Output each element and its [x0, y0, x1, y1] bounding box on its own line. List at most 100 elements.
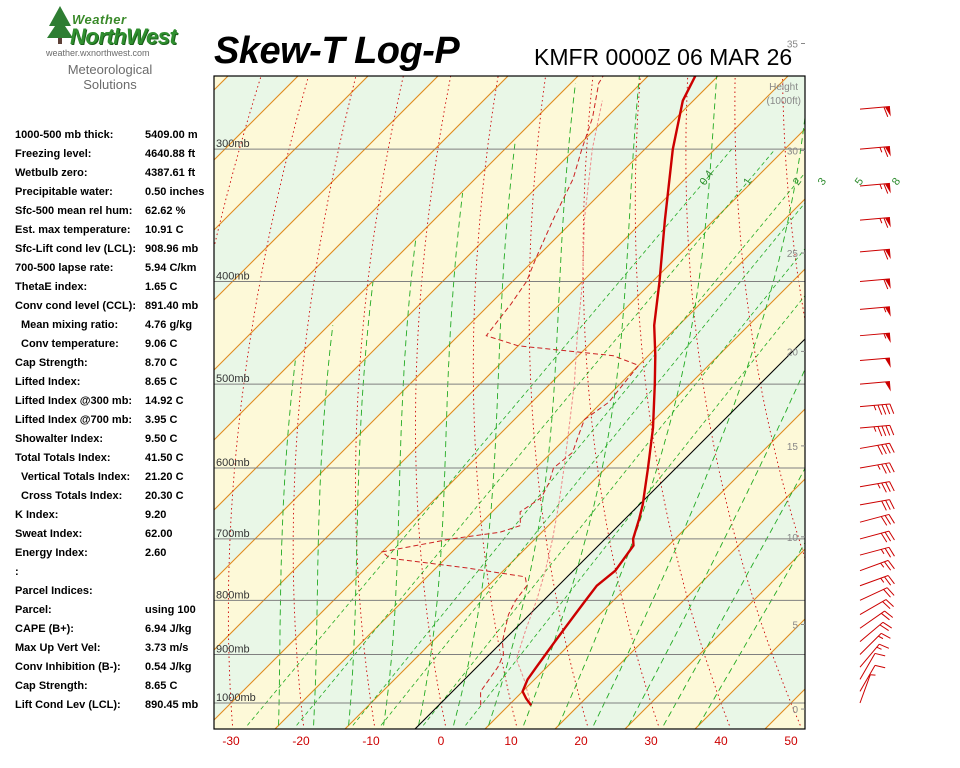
dewpoint-trace: [380, 76, 640, 706]
index-label: Vertical Totals Index:: [21, 471, 131, 483]
pressure-label: 400mb: [216, 271, 250, 283]
x-tick-label: 0: [438, 734, 445, 748]
zero-isotherm-line: [414, 338, 805, 729]
moist-adiabat-line: [558, 76, 718, 726]
moist-adiabat-line: [453, 141, 516, 726]
index-label: Sfc-Lift cond lev (LCL):: [15, 243, 136, 255]
wind-barb: [859, 632, 891, 655]
x-tick-label: 30: [644, 734, 658, 748]
wind-barb: [859, 462, 895, 474]
mixing-ratio-label: 3: [816, 176, 829, 188]
zero-isotherm: [414, 338, 805, 729]
index-label: ThetaE index:: [15, 281, 88, 293]
mixing-ratio-label: 5: [853, 176, 866, 188]
index-value: 9.06 C: [145, 338, 178, 350]
dry-adiabat-line: [829, 0, 960, 725]
index-label: Parcel Indices:: [15, 585, 93, 597]
wind-barb: [859, 424, 895, 437]
pressure-label: 1000mb: [216, 692, 256, 704]
index-label: Lifted Index @700 mb:: [15, 414, 133, 426]
index-label: Parcel:: [15, 604, 52, 616]
isotherm-line: [624, 548, 805, 729]
logo-northwest-text: NorthWest: [70, 24, 177, 49]
index-value: 4387.61 ft: [145, 167, 196, 179]
isotherm-line: [214, 76, 509, 371]
x-tick-label: -30: [222, 734, 240, 748]
wind-barb: [859, 530, 895, 543]
index-label: Showalter Index:: [15, 433, 104, 445]
mixing-ratio-label: 8: [890, 176, 903, 188]
wind-barb: [859, 106, 891, 117]
mixing-ratio-line: [352, 172, 805, 726]
x-tick-label: -10: [362, 734, 380, 748]
wind-barbs: [859, 106, 895, 704]
index-label: Energy Index:: [15, 547, 88, 559]
wind-barb: [859, 664, 886, 692]
wind-barb: [859, 499, 895, 511]
logo-subtitle-line-2: Solutions: [83, 77, 137, 92]
index-label: Conv temperature:: [21, 338, 119, 350]
height-tick-label: 5: [792, 620, 798, 631]
index-label: Cross Totals Index:: [21, 490, 123, 502]
isotherm-line: [834, 0, 960, 730]
index-label: K Index:: [15, 509, 59, 521]
x-tick-label: 20: [574, 734, 588, 748]
isotherm-line: [214, 76, 369, 231]
isotherm-line: [214, 76, 579, 441]
index-label: Precipitable water:: [15, 186, 113, 198]
index-value: 62.62 %: [145, 205, 186, 217]
mixing-ratio-line: [296, 148, 776, 726]
sounding-traces: [380, 76, 697, 707]
index-label: Freezing level:: [15, 148, 92, 160]
wind-barb: [859, 559, 895, 572]
pressure-label: 500mb: [216, 373, 250, 385]
index-value: 3.73 m/s: [145, 642, 189, 654]
tree-icon: [47, 6, 73, 44]
height-tick-label: 35: [787, 39, 799, 50]
index-label: Mean mixing ratio:: [21, 319, 119, 331]
index-value: using 100: [145, 604, 196, 616]
index-label: Est. max temperature:: [15, 224, 131, 236]
index-label: Conv Inhibition (B-):: [15, 661, 121, 673]
height-axis-label: Height: [769, 82, 798, 93]
index-label: Cap Strength:: [15, 357, 88, 369]
isobars: 200mb300mb400mb500mb600mb700mb800mb900mb…: [214, 138, 805, 704]
temperature-trace: [521, 76, 697, 707]
isotherm-line: [344, 268, 805, 729]
wind-barb: [859, 587, 895, 601]
isotherm-line: [214, 76, 789, 651]
isotherm-line: [214, 76, 649, 511]
index-value: 8.65 C: [145, 680, 178, 692]
height-tick-label: 15: [787, 442, 799, 453]
mixing-ratio-label: 1: [741, 176, 754, 188]
index-value: 1.65 C: [145, 281, 178, 293]
logo-subtitle-line-1: Meteorological: [67, 62, 153, 77]
index-value: 14.92 C: [145, 395, 184, 407]
moist-adiabat-line: [278, 360, 296, 726]
wind-barb: [859, 248, 891, 260]
moist-adiabat-line: [348, 281, 374, 726]
moist-adiabat-line: [523, 76, 640, 726]
index-value: 20.30 C: [145, 490, 184, 502]
wind-barb: [859, 599, 894, 615]
mixing-ratio-line: [422, 248, 805, 726]
wind-barb: [859, 146, 891, 157]
wind-barb: [859, 674, 876, 704]
mixing-ratio-lines: [247, 148, 805, 726]
dry-adiabat-line: [634, 76, 730, 726]
pressure-label: 700mb: [216, 528, 250, 540]
pressure-label: 900mb: [216, 644, 250, 656]
mixing-ratio-line: [247, 148, 733, 726]
wind-barb: [859, 442, 895, 455]
wind-barb: [859, 182, 891, 194]
wind-barb: [859, 546, 895, 558]
moist-adiabat-line: [663, 467, 805, 726]
wind-barb: [859, 643, 890, 668]
parcel-trace: [515, 100, 603, 706]
isotherm-line: [554, 478, 805, 729]
mixing-ratio-line: [465, 295, 805, 726]
index-label: Sweat Index:: [15, 528, 83, 540]
pressure-label: 300mb: [216, 138, 250, 150]
index-label: :: [15, 566, 19, 578]
index-value: 8.65 C: [145, 376, 178, 388]
